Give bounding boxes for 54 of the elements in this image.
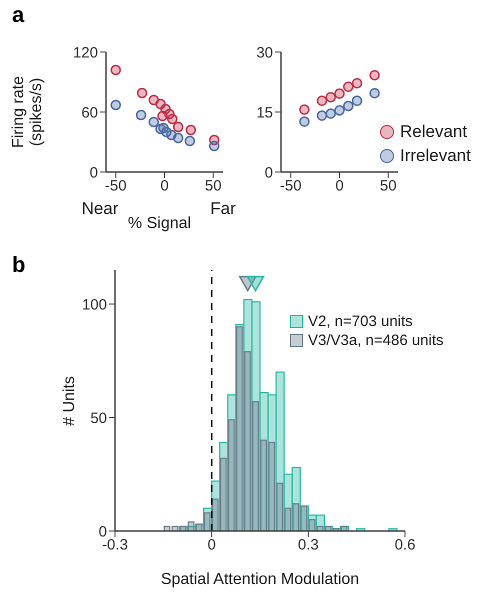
text: Far xyxy=(210,199,236,219)
x-axis-title: % Signal xyxy=(128,215,192,233)
point xyxy=(316,96,328,106)
point xyxy=(110,64,121,76)
point xyxy=(369,70,380,80)
y-axis-title: Firing rate (spikes/s) xyxy=(10,76,46,148)
point xyxy=(343,82,354,92)
point xyxy=(186,124,196,136)
x-tick-label: 0 xyxy=(160,178,169,195)
y-tick-label: 30 xyxy=(256,44,273,62)
text: Near xyxy=(82,199,118,219)
point xyxy=(172,132,184,144)
point xyxy=(334,88,345,99)
y-tick-label: 120 xyxy=(72,44,98,62)
chart-title: a xyxy=(12,2,24,28)
y-tick-label: 60 xyxy=(81,104,98,122)
point xyxy=(325,92,336,102)
x-tick-label: 50 xyxy=(380,178,397,195)
point xyxy=(110,100,121,110)
x-tick-label: 0.3 xyxy=(298,536,319,554)
point xyxy=(352,78,362,88)
point xyxy=(167,114,178,124)
x-tick-label: -50 xyxy=(280,178,302,195)
point xyxy=(299,104,310,115)
point xyxy=(369,88,380,98)
y-tick-label: 50 xyxy=(90,410,107,427)
legend-label: V2, n=703 units xyxy=(308,312,413,331)
point xyxy=(316,110,328,121)
point xyxy=(299,116,310,127)
x-axis-title: Spatial Attention Modulation xyxy=(160,571,360,589)
point xyxy=(343,100,354,112)
point xyxy=(208,140,220,152)
point xyxy=(136,110,146,120)
x-tick-label: 0 xyxy=(335,178,344,195)
y-tick-label: 0 xyxy=(90,164,98,182)
y-tick-label: 15 xyxy=(256,104,273,122)
x-tick-label: 0.6 xyxy=(394,536,416,554)
x-tick-label: 50 xyxy=(204,178,222,195)
x-tick-label: 0 xyxy=(207,536,216,554)
point xyxy=(148,116,160,128)
x-tick-label: -50 xyxy=(104,178,127,195)
point xyxy=(136,88,148,98)
legend-label: V3/V3a, n=486 units xyxy=(308,331,444,350)
y-tick-label: 0 xyxy=(264,164,273,182)
point xyxy=(334,105,345,116)
point xyxy=(352,96,362,106)
chart-title: b xyxy=(12,252,26,278)
point xyxy=(325,108,336,119)
y-axis-title: # Units xyxy=(61,376,79,426)
y-tick-label: 100 xyxy=(82,296,107,314)
legend-label: Relevant xyxy=(400,121,468,143)
point xyxy=(172,122,184,132)
legend-label: Irrelevant xyxy=(400,145,471,167)
point xyxy=(184,136,196,146)
